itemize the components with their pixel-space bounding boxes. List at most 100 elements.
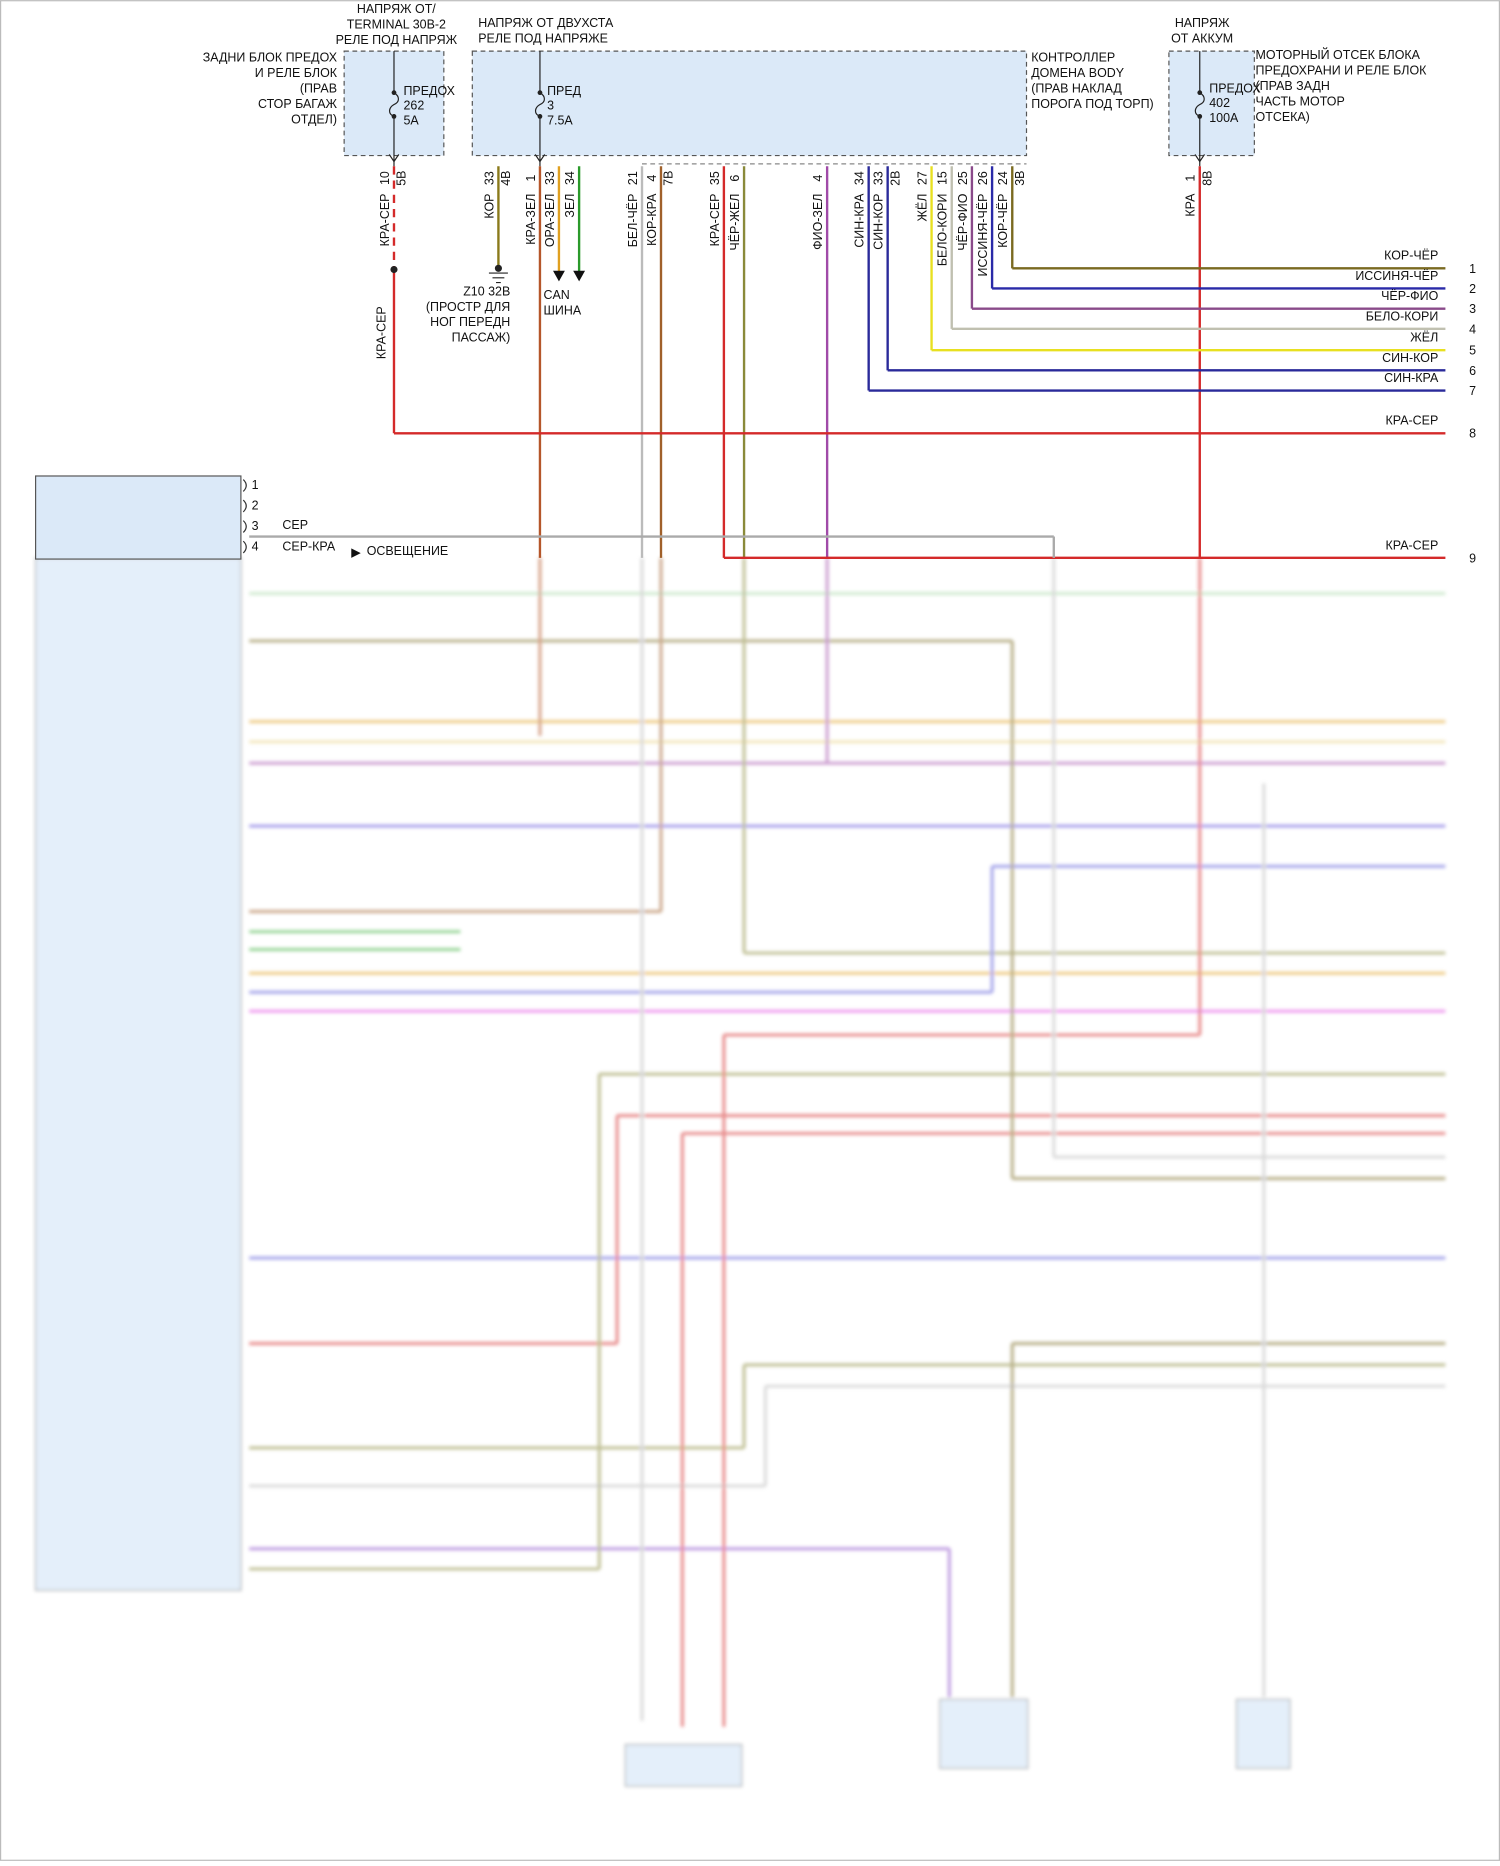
box-label: ПРЕДОХРАНИ И РЕЛЕ БЛОК [1256, 64, 1428, 78]
can-label: ШИНА [544, 303, 582, 317]
fuse-terminal [1197, 114, 1203, 119]
pin-number: 4 [811, 175, 825, 182]
wire-label: СЕР [282, 518, 308, 532]
pin-number: 4 [252, 539, 259, 553]
box-label: СТОР БАГАЖ [258, 97, 337, 111]
controller-box [471, 50, 1028, 157]
fuse-symbol [388, 51, 400, 167]
blurred-region [35, 557, 1446, 1787]
pin-number: 25 [956, 171, 970, 185]
splice-label: КРА-СЕР [374, 306, 388, 359]
wire-label: КРА-СЕР [378, 194, 392, 247]
pin-number: 33 [872, 171, 886, 185]
fuse-label: 262 [403, 99, 424, 113]
wire-label: ОРА-ЗЕЛ [543, 194, 557, 248]
connector-id: 3B [1013, 171, 1027, 186]
pin-number: 1 [252, 478, 259, 492]
pin-bracket [242, 540, 247, 554]
output-number: 6 [1469, 364, 1476, 378]
fuse-label: 402 [1209, 96, 1230, 110]
fuse-symbol [534, 51, 545, 167]
pin-number: 27 [916, 171, 930, 185]
wire-label: КОР-КРА [645, 193, 659, 246]
note-arrow [351, 548, 361, 558]
output-number: 8 [1469, 427, 1476, 441]
pin-number: 1 [524, 175, 538, 182]
left-module [35, 475, 242, 560]
wire-label: КОР-ЧЁР [996, 194, 1010, 248]
output-wire: ЧЁР-ФИО [1381, 289, 1438, 303]
wire-label: СЕР-КРА [282, 539, 335, 553]
box-label: ОТСЕКА) [1256, 110, 1310, 124]
pin-bracket [242, 520, 247, 533]
fuse-label: 7.5A [547, 113, 573, 127]
pin-number: 10 [378, 171, 392, 185]
source-label: РЕЛЕ ПОД НАПРЯЖ [336, 33, 458, 47]
output-number: 7 [1469, 384, 1476, 398]
source-label: TERMINAL 30B-2 [347, 17, 446, 31]
wire-label: КРА [1184, 193, 1198, 217]
wire-label: КОР [482, 194, 496, 219]
pin-number: 26 [976, 171, 990, 185]
box-label: ЧАСТЬ МОТОР [1256, 94, 1345, 108]
ground-label: (ПРОСТР ДЛЯ [426, 300, 510, 314]
fuse-symbol [1194, 51, 1205, 167]
wire-label: ФИО-ЗЕЛ [811, 194, 825, 250]
output-wire: КОР-ЧЁР [1384, 249, 1438, 263]
ground-label: НОГ ПЕРЕДН [430, 315, 510, 329]
pin-bracket [242, 499, 247, 513]
pin-arrow [534, 154, 546, 163]
box-label: ЗАДНИ БЛОК ПРЕДОХ [203, 51, 338, 65]
box-label: (ПРАВ ЗАДН [1256, 79, 1330, 93]
pin-number: 34 [853, 171, 867, 185]
fuse-terminal [537, 90, 543, 96]
pin-number: 33 [482, 171, 496, 185]
connector-id: 4B [499, 171, 513, 186]
wire-label: КРА-ЗЕЛ [524, 194, 538, 245]
output-number: 2 [1469, 282, 1476, 296]
ground-label: ПАССАЖ) [452, 331, 511, 345]
box-label: (ПРАВ НАКЛАД [1031, 81, 1122, 95]
pin-number: 24 [996, 171, 1010, 185]
pin-arrow [1194, 154, 1206, 163]
wire-label: БЕЛ-ЧЁР [626, 194, 640, 248]
component-box [1235, 1698, 1291, 1769]
source-label: ОТ АККУМ [1171, 32, 1233, 46]
pin-number: 35 [708, 171, 722, 185]
pin-number: 4 [645, 175, 659, 182]
pin-number: 21 [626, 171, 640, 185]
wire-label: ИССИНЯ-ЧЁР [976, 194, 990, 277]
output-number: 9 [1469, 551, 1476, 565]
pin-number: 1 [1184, 175, 1198, 182]
output-wire: КРА-СЕР [1385, 538, 1438, 552]
can-label: CAN [544, 288, 570, 302]
wire-label: ЗЕЛ [563, 194, 577, 218]
fuse-label: 100A [1209, 111, 1239, 125]
wire-label: СИН-КРА [853, 193, 867, 248]
ground-label: Z10 32B [463, 284, 510, 298]
fuse-label: ПРЕДОХ [403, 84, 455, 98]
output-wire: ИССИНЯ-ЧЁР [1355, 269, 1438, 283]
fuse-label: ПРЕДОХ [1209, 81, 1261, 95]
output-wire: СИН-КОР [1382, 351, 1438, 365]
component-box [624, 1743, 743, 1787]
wire-label: ЧЁР-ЖЕЛ [728, 194, 742, 251]
note-label: ОСВЕЩЕНИЕ [367, 544, 449, 558]
source-label: НАПРЯЖ ОТ/ [357, 2, 436, 16]
fuse-terminal [391, 90, 397, 96]
connector-id: 2B [888, 171, 902, 186]
fuse-terminal [1197, 90, 1203, 96]
box-label: КОНТРОЛЛЕР [1031, 51, 1115, 65]
output-wire: КРА-СЕР [1385, 414, 1438, 428]
output-wire: ЖЁЛ [1410, 331, 1438, 345]
pin-number: 15 [936, 171, 950, 185]
pin-bracket [242, 479, 247, 492]
connector-id: 8B [1200, 171, 1214, 186]
splice [390, 265, 398, 274]
ground-symbol [488, 272, 508, 284]
box-label: ОТДЕЛ) [291, 112, 337, 126]
connector-id: 7B [662, 171, 676, 186]
can-arrow [573, 270, 586, 282]
